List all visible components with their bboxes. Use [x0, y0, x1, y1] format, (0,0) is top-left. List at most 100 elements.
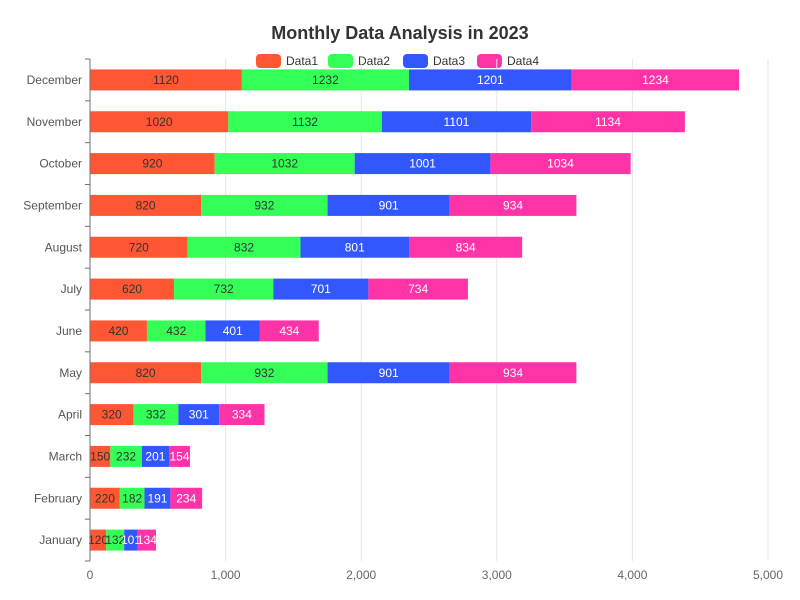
bar-segment [449, 194, 577, 216]
data-label: 620 [122, 282, 142, 296]
y-tick-label: September [23, 198, 82, 212]
data-label: 1120 [153, 73, 179, 87]
bar-segment [368, 278, 468, 300]
bar-segment [90, 111, 229, 133]
data-label: 901 [379, 366, 399, 380]
x-tick-label: 0 [87, 568, 94, 582]
data-label: 1032 [271, 157, 298, 171]
bar-segment [327, 194, 450, 216]
data-label: 101 [121, 533, 141, 547]
data-label: 734 [408, 282, 428, 296]
bar-segment [201, 194, 328, 216]
y-tick-label: October [39, 157, 82, 171]
legend-swatch [477, 54, 502, 68]
data-label: 1001 [409, 157, 436, 171]
bar-segment [90, 153, 215, 175]
y-tick-label: June [56, 324, 82, 338]
data-label: 232 [116, 449, 136, 463]
data-label: 191 [147, 491, 167, 505]
bar-segment [178, 404, 220, 426]
bar-segment [241, 69, 409, 91]
bar-segment [409, 236, 523, 258]
x-tick-label: 5,000 [753, 568, 783, 582]
data-label: 801 [345, 240, 365, 254]
bar-segment [531, 111, 685, 133]
data-label: 1234 [642, 73, 669, 87]
data-label: 432 [166, 324, 186, 338]
legend: Data1 Data2 Data3 Data4 [256, 54, 539, 68]
data-label: 120 [88, 533, 108, 547]
legend-label: Data2 [358, 54, 390, 68]
data-label: 234 [176, 491, 196, 505]
legend-swatch [256, 54, 281, 68]
y-tick-label: November [27, 115, 82, 129]
bar-segment [187, 236, 301, 258]
bar-segment [201, 362, 328, 384]
data-label: 134 [137, 533, 157, 547]
bar-segment [381, 111, 532, 133]
bar-segment [90, 529, 107, 551]
x-tick-label: 3,000 [482, 568, 512, 582]
y-tick-label: March [49, 449, 82, 463]
bar-segment [228, 111, 382, 133]
data-label: 932 [254, 366, 274, 380]
bar-segment [110, 445, 142, 467]
bar-segment [90, 236, 188, 258]
data-label: 820 [136, 366, 156, 380]
data-label: 132 [105, 533, 125, 547]
bar-segment [133, 404, 179, 426]
bar-segment [174, 278, 274, 300]
bar-segment [90, 445, 111, 467]
bar-segment [146, 320, 206, 342]
data-label: 1134 [595, 115, 621, 129]
data-label: 834 [456, 240, 476, 254]
bar-segment [137, 529, 157, 551]
bar-segment [144, 487, 171, 509]
data-label: 420 [108, 324, 128, 338]
data-label: 201 [145, 449, 165, 463]
data-label: 901 [379, 198, 399, 212]
bar-segment [490, 153, 631, 175]
data-label: 1132 [292, 115, 318, 129]
axes: 0 1,000 2,000 3,000 4,000 5,000 January Februar… [23, 58, 783, 582]
bar-segment [124, 529, 138, 551]
data-label: 320 [102, 408, 122, 422]
bar-segment [170, 487, 203, 509]
bar-segment [106, 529, 125, 551]
bar-segment [90, 487, 120, 509]
data-label: 1232 [312, 73, 339, 87]
data-label: 220 [95, 491, 115, 505]
x-tick-label: 1,000 [211, 568, 241, 582]
data-label: 401 [223, 324, 243, 338]
y-tick-label: July [61, 282, 82, 296]
data-label: 934 [503, 198, 523, 212]
data-label: 934 [503, 366, 523, 380]
data-label: 832 [234, 240, 254, 254]
data-label: 920 [142, 157, 162, 171]
data-label: 820 [136, 198, 156, 212]
data-label: 182 [122, 491, 142, 505]
grid [225, 59, 769, 561]
y-tick-label: August [45, 240, 83, 254]
bar-segment [449, 362, 577, 384]
bar-segment [327, 362, 450, 384]
data-label: 1034 [547, 157, 574, 171]
data-label: 720 [129, 240, 149, 254]
bar-segment [90, 194, 202, 216]
bar-segment [90, 278, 175, 300]
bar-segment [214, 153, 355, 175]
y-tick-label: January [39, 533, 82, 547]
data-label: 301 [189, 408, 209, 422]
x-tick-label: 2,000 [346, 568, 376, 582]
data-label: 1020 [146, 115, 173, 129]
bar-segment [90, 69, 242, 91]
y-tick-label: December [27, 73, 82, 87]
data-label: 932 [254, 198, 274, 212]
bar-segment [300, 236, 410, 258]
bar-segment [90, 404, 134, 426]
legend-label: Data4 [507, 54, 539, 68]
bar-segment [354, 153, 491, 175]
data-label: 1201 [477, 73, 504, 87]
data-label: 1101 [444, 115, 470, 129]
